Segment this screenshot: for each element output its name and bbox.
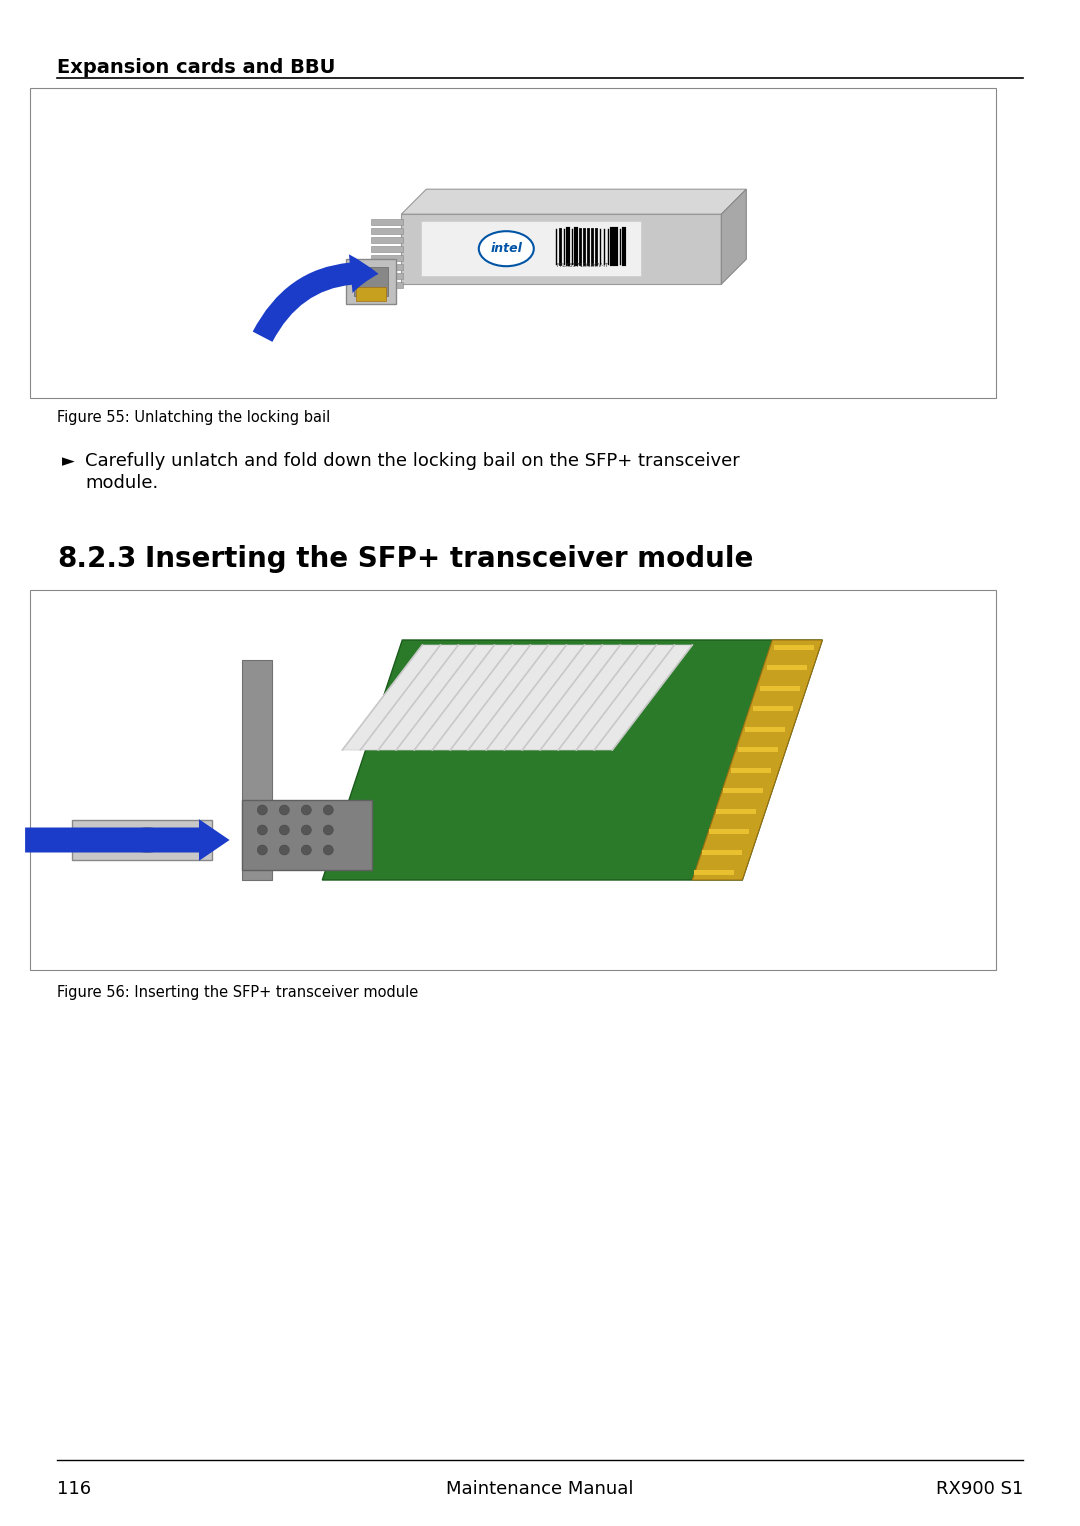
Text: RX900 S1: RX900 S1 <box>935 1480 1023 1499</box>
Polygon shape <box>402 214 721 284</box>
Circle shape <box>301 806 311 815</box>
Bar <box>731 768 771 772</box>
Bar <box>724 789 764 794</box>
Circle shape <box>257 845 268 855</box>
Text: 8.2.3: 8.2.3 <box>57 545 136 572</box>
Circle shape <box>301 845 311 855</box>
Bar <box>356 287 387 301</box>
Circle shape <box>323 806 334 815</box>
Polygon shape <box>242 800 373 870</box>
Bar <box>702 850 742 855</box>
Circle shape <box>280 826 289 835</box>
Polygon shape <box>721 189 746 284</box>
Ellipse shape <box>129 829 166 852</box>
Circle shape <box>257 806 268 815</box>
Bar <box>372 246 403 252</box>
Text: ►: ► <box>62 452 75 470</box>
FancyArrowPatch shape <box>253 255 378 342</box>
Bar <box>30 591 996 971</box>
Polygon shape <box>72 819 213 861</box>
Text: 116: 116 <box>57 1480 91 1499</box>
Bar <box>759 685 800 691</box>
Bar <box>372 237 403 243</box>
Polygon shape <box>342 645 692 749</box>
Circle shape <box>301 826 311 835</box>
Text: FTLX8571D3BCV-IT: FTLX8571D3BCV-IT <box>556 262 608 269</box>
Bar <box>372 220 403 226</box>
Bar <box>372 229 403 233</box>
Bar <box>372 255 403 261</box>
Bar <box>694 870 734 874</box>
Text: Carefully unlatch and fold down the locking bail on the SFP+ transceiver: Carefully unlatch and fold down the lock… <box>85 452 740 470</box>
Bar <box>347 259 396 304</box>
Bar <box>708 829 748 835</box>
Bar <box>716 809 756 813</box>
Polygon shape <box>402 189 746 214</box>
Text: Inserting the SFP+ transceiver module: Inserting the SFP+ transceiver module <box>145 545 754 572</box>
Bar <box>372 273 403 279</box>
Text: Maintenance Manual: Maintenance Manual <box>446 1480 634 1499</box>
Text: module.: module. <box>85 475 159 491</box>
Circle shape <box>257 826 268 835</box>
Bar <box>30 89 996 398</box>
Bar <box>753 707 793 711</box>
Text: Figure 56: Inserting the SFP+ transceiver module: Figure 56: Inserting the SFP+ transceive… <box>57 984 418 1000</box>
Circle shape <box>280 845 289 855</box>
Bar <box>745 726 785 732</box>
Bar <box>421 221 642 276</box>
Ellipse shape <box>478 232 534 266</box>
Bar <box>372 282 403 288</box>
Bar <box>774 645 814 650</box>
Bar <box>372 264 403 270</box>
Text: intel: intel <box>490 243 523 255</box>
Polygon shape <box>692 639 822 881</box>
Bar <box>354 267 389 296</box>
Circle shape <box>280 806 289 815</box>
Circle shape <box>323 826 334 835</box>
Polygon shape <box>322 639 822 881</box>
FancyArrowPatch shape <box>25 819 230 861</box>
Text: Expansion cards and BBU: Expansion cards and BBU <box>57 58 336 76</box>
Bar <box>767 665 807 670</box>
Polygon shape <box>242 661 272 881</box>
Text: Figure 55: Unlatching the locking bail: Figure 55: Unlatching the locking bail <box>57 410 330 426</box>
Circle shape <box>323 845 334 855</box>
Bar <box>738 748 778 752</box>
Text: intel: intel <box>137 836 158 844</box>
